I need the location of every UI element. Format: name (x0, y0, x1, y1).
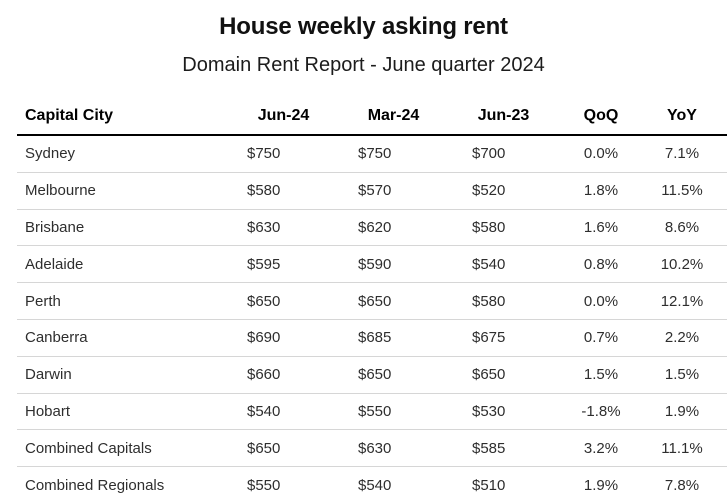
table-row: Hobart $540 $550 $530 -1.8% 1.9% (17, 394, 727, 431)
column-header-jun-24: Jun-24 (257, 107, 310, 124)
cell-mar-24: $685 (358, 329, 392, 347)
cell-capital-city: Perth (25, 292, 61, 310)
cell-jun-23: $530 (472, 402, 506, 420)
page-subtitle: Domain Rent Report - June quarter 2024 (182, 54, 545, 76)
cell-jun-24: $750 (247, 145, 281, 163)
cell-yoy: 10.2% (660, 255, 704, 273)
table-row: Brisbane $630 $620 $580 1.6% 8.6% (17, 210, 727, 247)
table-row: Combined Regionals $550 $540 $510 1.9% 7… (17, 467, 727, 497)
cell-mar-24: $630 (358, 439, 392, 457)
cell-jun-23: $520 (472, 182, 506, 200)
column-header-mar-24: Mar-24 (367, 107, 420, 124)
cell-capital-city: Sydney (25, 145, 76, 163)
cell-jun-23: $675 (472, 329, 506, 347)
cell-jun-24: $650 (247, 439, 281, 457)
table-header-row: Capital City Jun-24 Mar-24 Jun-23 QoQ Yo… (17, 98, 727, 136)
cell-capital-city: Darwin (25, 366, 72, 384)
cell-yoy: 1.9% (664, 402, 700, 420)
table-row: Melbourne $580 $570 $520 1.8% 11.5% (17, 173, 727, 210)
cell-jun-24: $595 (247, 255, 281, 273)
cell-jun-24: $690 (247, 329, 281, 347)
cell-jun-23: $580 (472, 292, 506, 310)
cell-yoy: 2.2% (664, 329, 700, 347)
cell-jun-24: $550 (247, 477, 281, 495)
table-row: Canberra $690 $685 $675 0.7% 2.2% (17, 320, 727, 357)
cell-jun-23: $700 (472, 145, 506, 163)
cell-capital-city: Hobart (25, 402, 71, 420)
cell-capital-city: Combined Regionals (25, 477, 165, 495)
table-row: Perth $650 $650 $580 0.0% 12.1% (17, 283, 727, 320)
cell-mar-24: $650 (358, 366, 392, 384)
cell-yoy: 7.8% (664, 477, 700, 495)
table-row: Adelaide $595 $590 $540 0.8% 10.2% (17, 246, 727, 284)
cell-jun-23: $540 (472, 255, 506, 273)
cell-qoq: 0.0% (583, 145, 619, 163)
cell-capital-city: Combined Capitals (25, 439, 152, 457)
cell-jun-23: $580 (472, 218, 506, 236)
cell-yoy: 8.6% (664, 218, 700, 236)
cell-jun-23: $650 (472, 366, 506, 384)
table-row: Darwin $660 $650 $650 1.5% 1.5% (17, 357, 727, 394)
cell-jun-24: $580 (247, 182, 281, 200)
cell-qoq: 0.0% (583, 292, 619, 310)
rent-report-page: House weekly asking rent Domain Rent Rep… (0, 12, 727, 497)
cell-yoy: 7.1% (664, 145, 700, 163)
cell-jun-24: $660 (247, 366, 281, 384)
cell-mar-24: $590 (358, 255, 392, 273)
column-header-jun-23: Jun-23 (477, 107, 530, 124)
cell-qoq: 1.6% (583, 218, 619, 236)
cell-qoq: 1.8% (583, 182, 619, 200)
cell-mar-24: $620 (358, 218, 392, 236)
cell-yoy: 12.1% (660, 292, 704, 310)
cell-qoq: 1.9% (583, 477, 619, 495)
table-row: Sydney $750 $750 $700 0.0% 7.1% (17, 136, 727, 173)
page-title: House weekly asking rent (219, 13, 508, 40)
table-row: Combined Capitals $650 $630 $585 3.2% 11… (17, 430, 727, 468)
cell-mar-24: $570 (358, 182, 392, 200)
cell-capital-city: Brisbane (25, 218, 85, 236)
column-header-capital-city: Capital City (25, 107, 114, 124)
cell-jun-23: $585 (472, 439, 506, 457)
cell-yoy: 11.1% (661, 439, 703, 457)
cell-mar-24: $540 (358, 477, 392, 495)
cell-qoq: -1.8% (581, 402, 621, 420)
cell-mar-24: $650 (358, 292, 392, 310)
cell-capital-city: Canberra (25, 329, 88, 347)
cell-yoy: 11.5% (661, 182, 703, 200)
column-header-qoq: QoQ (583, 107, 619, 124)
cell-jun-24: $650 (247, 292, 281, 310)
cell-capital-city: Melbourne (25, 182, 96, 200)
cell-qoq: 3.2% (583, 439, 619, 457)
cell-yoy: 1.5% (664, 366, 700, 384)
cell-qoq: 0.8% (583, 255, 619, 273)
cell-jun-24: $630 (247, 218, 281, 236)
column-header-yoy: YoY (667, 107, 697, 124)
cell-qoq: 1.5% (583, 366, 619, 384)
cell-mar-24: $750 (358, 145, 392, 163)
cell-qoq: 0.7% (583, 329, 619, 347)
cell-jun-24: $540 (247, 402, 281, 420)
cell-mar-24: $550 (358, 402, 392, 420)
rent-table: Capital City Jun-24 Mar-24 Jun-23 QoQ Yo… (17, 98, 727, 497)
table-body: Sydney $750 $750 $700 0.0% 7.1% Melbourn… (17, 136, 727, 497)
cell-jun-23: $510 (472, 477, 506, 495)
cell-capital-city: Adelaide (25, 255, 84, 273)
